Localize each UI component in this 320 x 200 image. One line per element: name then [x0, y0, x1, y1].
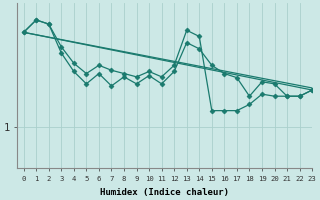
X-axis label: Humidex (Indice chaleur): Humidex (Indice chaleur): [100, 188, 229, 197]
